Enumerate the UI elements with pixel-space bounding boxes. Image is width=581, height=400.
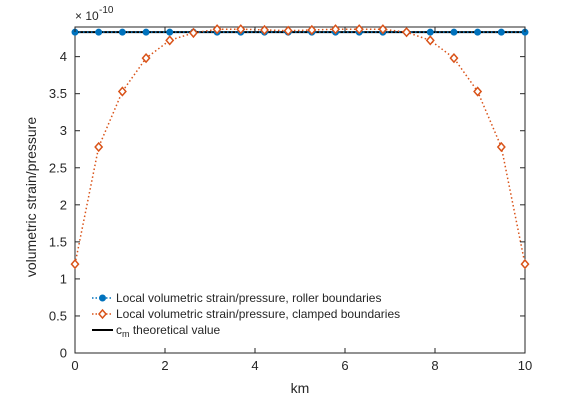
roller-point (119, 29, 125, 35)
clamped-point (522, 260, 529, 268)
clamped-point (498, 143, 505, 151)
legend-marker-roller (100, 295, 106, 301)
roller-point (427, 29, 433, 35)
y-tick-label: 1.5 (49, 234, 67, 249)
x-tick-label: 0 (71, 358, 78, 373)
x-tick-label: 8 (431, 358, 438, 373)
clamped-point (95, 143, 102, 151)
roller-point (143, 29, 149, 35)
clamped-point (450, 54, 457, 62)
clamped-point (119, 87, 126, 95)
y-tick-label: 3.5 (49, 86, 67, 101)
legend-entry-theoretical: cm theoretical value (92, 323, 221, 339)
series-clamped-line (75, 29, 525, 264)
svg-text:-10: -10 (99, 5, 114, 16)
clamped-point (72, 260, 79, 268)
y-tick-label: 2 (60, 197, 67, 212)
legend: Local volumetric strain/pressure, roller… (92, 291, 400, 339)
y-exponent-label: × 10 -10 (75, 5, 114, 23)
legend-label-theoretical: cm theoretical value (116, 323, 221, 339)
clamped-point (427, 36, 434, 44)
legend-entry-clamped: Local volumetric strain/pressure, clampe… (92, 307, 400, 321)
clamped-point (403, 28, 410, 36)
y-tick-label: 0 (60, 346, 67, 361)
roller-point (167, 29, 173, 35)
x-tick-label: 4 (251, 358, 258, 373)
x-tick-label: 2 (161, 358, 168, 373)
y-axis-label: volumetric strain/pressure (23, 117, 39, 277)
y-tick-label: 3 (60, 123, 67, 138)
legend-label-roller: Local volumetric strain/pressure, roller… (116, 291, 381, 305)
y-tick-label: 4 (60, 49, 67, 64)
legend-label-clamped: Local volumetric strain/pressure, clampe… (116, 307, 400, 321)
roller-point (451, 29, 457, 35)
legend-entry-roller: Local volumetric strain/pressure, roller… (92, 291, 381, 305)
x-tick-label: 6 (341, 358, 348, 373)
y-tick-label: 2.5 (49, 160, 67, 175)
x-axis-label: km (291, 380, 310, 396)
roller-point (498, 29, 504, 35)
series-layer (72, 25, 529, 268)
roller-point (96, 29, 102, 35)
y-tick-label: 0.5 (49, 308, 67, 323)
legend-marker-clamped (99, 310, 106, 318)
clamped-point (166, 36, 173, 44)
x-tick-label: 10 (518, 358, 532, 373)
ticks-layer: 0 2 4 6 8 10 0 0.5 1 1.5 2 2.5 3 3.5 4 (49, 27, 532, 373)
svg-text:× 10: × 10 (75, 9, 99, 23)
y-tick-label: 1 (60, 271, 67, 286)
roller-point (475, 29, 481, 35)
